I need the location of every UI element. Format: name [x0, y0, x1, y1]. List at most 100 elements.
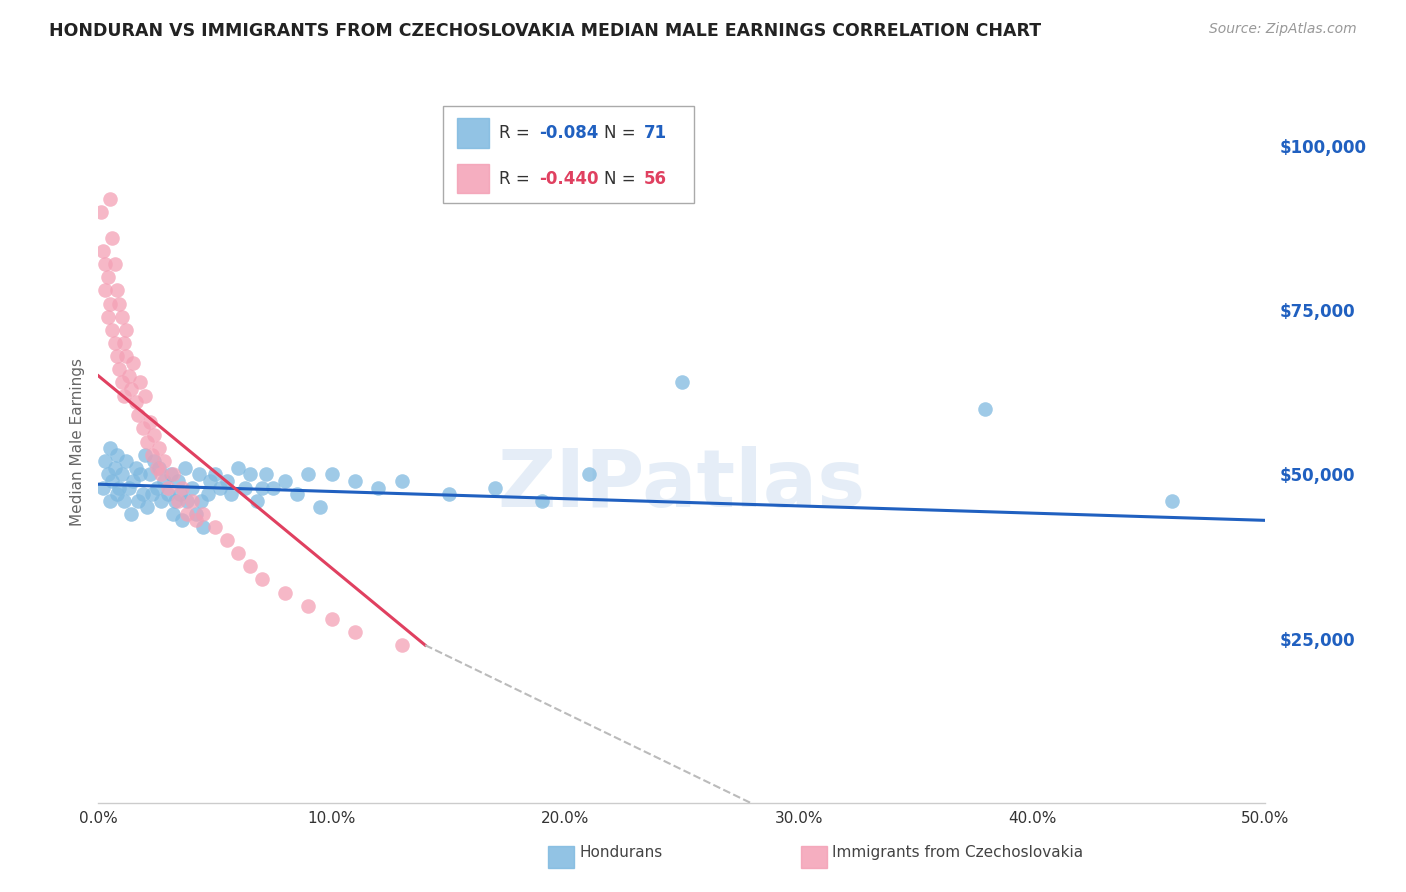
- Point: [215, 533, 238, 547]
- Point: [159, 467, 181, 482]
- Point: [122, 474, 145, 488]
- Text: 56: 56: [644, 169, 666, 187]
- Point: [193, 507, 215, 521]
- Point: [391, 638, 413, 652]
- Point: [125, 395, 148, 409]
- Point: [129, 376, 152, 390]
- Point: [112, 388, 135, 402]
- Point: [297, 599, 319, 613]
- Text: Source: ZipAtlas.com: Source: ZipAtlas.com: [1209, 22, 1357, 37]
- Point: [98, 493, 121, 508]
- Point: [112, 493, 135, 508]
- Point: [484, 481, 506, 495]
- Point: [115, 349, 138, 363]
- Point: [1161, 493, 1184, 508]
- Point: [91, 244, 114, 258]
- Point: [111, 310, 134, 324]
- Point: [176, 507, 198, 521]
- Point: [122, 356, 145, 370]
- Point: [150, 493, 173, 508]
- Point: [285, 487, 308, 501]
- Point: [105, 284, 128, 298]
- Point: [146, 460, 169, 475]
- Point: [136, 500, 159, 515]
- Point: [250, 481, 273, 495]
- Point: [228, 546, 250, 560]
- Point: [148, 441, 170, 455]
- Point: [125, 460, 148, 475]
- Point: [215, 474, 238, 488]
- Text: N =: N =: [603, 169, 641, 187]
- Point: [180, 493, 202, 508]
- Point: [165, 493, 187, 508]
- Point: [250, 573, 273, 587]
- Text: -0.084: -0.084: [540, 124, 599, 142]
- Point: [974, 401, 997, 416]
- Point: [105, 487, 128, 501]
- Point: [98, 441, 121, 455]
- Point: [132, 487, 155, 501]
- Point: [105, 448, 128, 462]
- Point: [90, 204, 112, 219]
- Point: [143, 428, 166, 442]
- Point: [111, 467, 134, 482]
- Point: [246, 493, 269, 508]
- Point: [150, 467, 173, 482]
- Point: [157, 481, 180, 495]
- Point: [134, 388, 156, 402]
- Point: [200, 474, 222, 488]
- Point: [239, 559, 262, 574]
- Point: [112, 336, 135, 351]
- Point: [173, 460, 195, 475]
- Point: [157, 487, 180, 501]
- Point: [197, 487, 219, 501]
- Y-axis label: Median Male Earnings: Median Male Earnings: [69, 358, 84, 525]
- Point: [297, 467, 319, 482]
- Point: [97, 270, 120, 285]
- Text: Immigrants from Czechoslovakia: Immigrants from Czechoslovakia: [832, 845, 1084, 860]
- Point: [186, 513, 208, 527]
- Point: [208, 481, 231, 495]
- Bar: [457, 164, 489, 194]
- Point: [162, 507, 184, 521]
- Point: [120, 507, 142, 521]
- Text: ZIPatlas: ZIPatlas: [498, 446, 866, 524]
- Point: [139, 467, 162, 482]
- Point: [127, 493, 149, 508]
- Point: [120, 382, 142, 396]
- Point: [176, 493, 198, 508]
- Point: [94, 257, 117, 271]
- Point: [127, 409, 149, 423]
- Point: [129, 467, 152, 482]
- Point: [256, 467, 278, 482]
- Point: [118, 481, 141, 495]
- Bar: [801, 846, 827, 868]
- Point: [134, 448, 156, 462]
- Point: [94, 454, 117, 468]
- Point: [190, 493, 212, 508]
- Point: [141, 487, 163, 501]
- Text: HONDURAN VS IMMIGRANTS FROM CZECHOSLOVAKIA MEDIAN MALE EARNINGS CORRELATION CHAR: HONDURAN VS IMMIGRANTS FROM CZECHOSLOVAK…: [49, 22, 1042, 40]
- Point: [274, 585, 297, 599]
- Point: [169, 487, 191, 501]
- Point: [671, 376, 693, 390]
- Point: [172, 513, 194, 527]
- Point: [91, 481, 114, 495]
- Point: [180, 481, 202, 495]
- Point: [115, 454, 138, 468]
- Point: [98, 192, 121, 206]
- Point: [274, 474, 297, 488]
- Text: Hondurans: Hondurans: [579, 845, 662, 860]
- Point: [239, 467, 262, 482]
- Point: [108, 362, 131, 376]
- Text: -0.440: -0.440: [540, 169, 599, 187]
- Point: [104, 257, 127, 271]
- Point: [530, 493, 553, 508]
- Point: [97, 467, 120, 482]
- Point: [193, 520, 215, 534]
- Point: [162, 467, 184, 482]
- Point: [437, 487, 460, 501]
- Point: [101, 474, 124, 488]
- Point: [101, 231, 124, 245]
- Point: [115, 323, 138, 337]
